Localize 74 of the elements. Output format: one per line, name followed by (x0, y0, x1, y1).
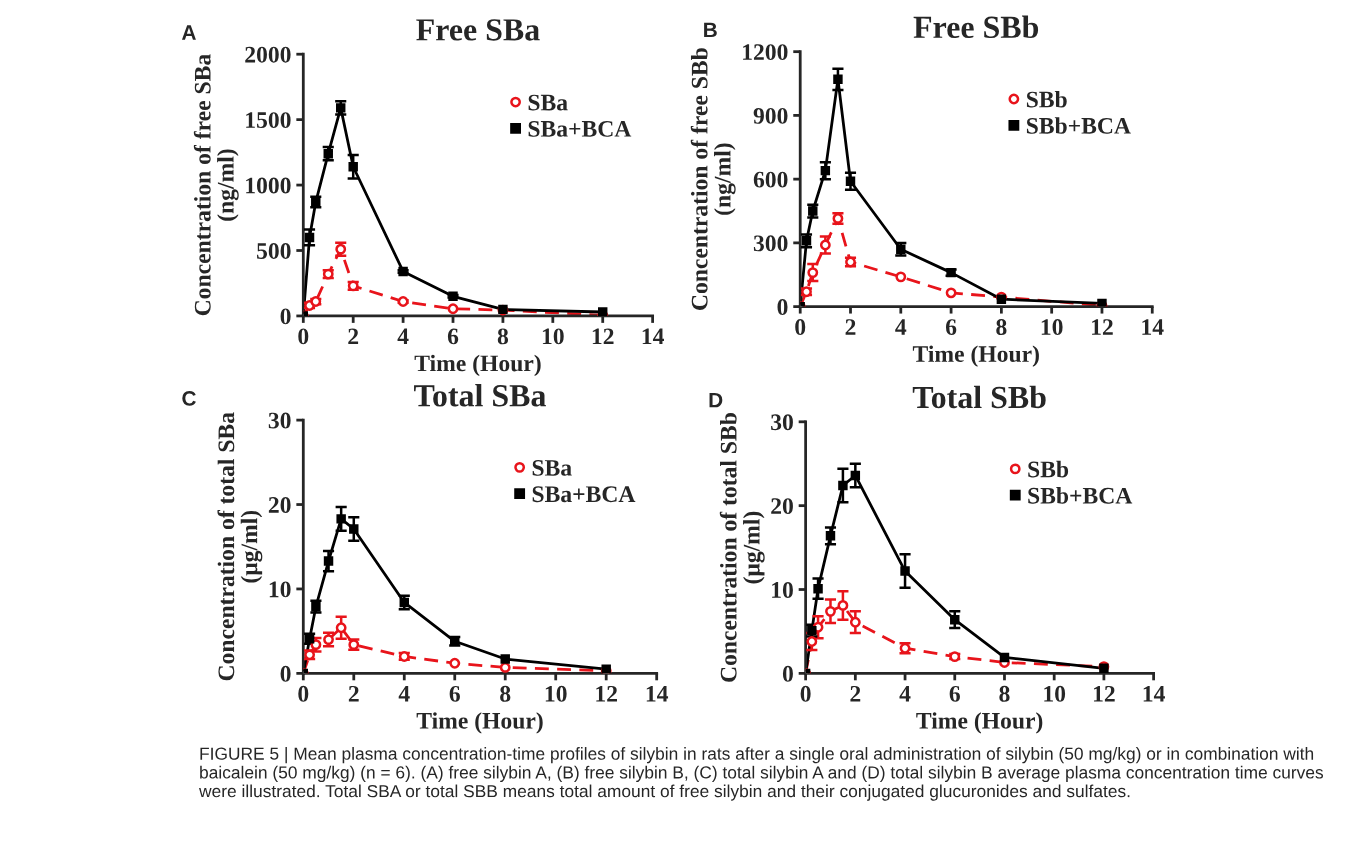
y-tick-label: 20 (268, 497, 291, 513)
y-tick-label: 30 (771, 414, 793, 431)
x-tick-label: 0 (800, 685, 811, 702)
legend-label: SBb+BCA (1026, 117, 1131, 134)
x-tick-label: 14 (1143, 685, 1165, 702)
x-tick-label: 4 (895, 319, 907, 335)
y-tick-label: 30 (268, 412, 291, 429)
legend-label: SBa+BCA (532, 486, 636, 503)
legend-label: SBb (1028, 460, 1069, 478)
x-tick-label: 0 (795, 319, 806, 336)
x-tick-label: 12 (1092, 319, 1113, 335)
x-tick-label: 2 (348, 328, 359, 345)
x-tick-label: 12 (592, 328, 614, 345)
y-tick-label: 0 (280, 665, 291, 682)
x-tick-label: 12 (1093, 685, 1115, 702)
x-tick-label: 0 (298, 685, 309, 702)
chart-title: Free SBb (913, 15, 1039, 39)
x-tick-label: 12 (596, 685, 617, 702)
x-tick-label: 6 (949, 685, 960, 702)
x-tick-label: 4 (397, 328, 409, 345)
x-tick-label: 2 (348, 685, 359, 702)
text: D (709, 392, 723, 408)
text: A (181, 25, 196, 40)
legend-label: SBa (528, 94, 568, 111)
text: C (182, 391, 196, 406)
x-tick-label: 2 (845, 319, 856, 335)
y-tick-label: 1500 (246, 112, 291, 129)
x-tick-label: 10 (542, 328, 564, 345)
chart-title: Total SBb (912, 385, 1046, 409)
chart-title: Free SBa (416, 19, 540, 41)
y-tick-label: 1000 (246, 177, 291, 194)
legend-label: SBa (532, 459, 572, 476)
y-tick-label: 20 (771, 498, 793, 515)
x-axis-title: Time (Hour) (416, 712, 543, 734)
x-tick-label: 8 (999, 685, 1010, 702)
x-tick-label: 2 (850, 685, 861, 702)
x-axis-title: Time (Hour) (916, 712, 1043, 734)
y-tick-label: 1200 (743, 44, 788, 61)
x-tick-label: 4 (899, 686, 911, 702)
y-axis-title: Concentration of total SBb (μg/ml) (719, 413, 765, 682)
x-tick-label: 6 (447, 328, 459, 345)
legend-label: SBb (1026, 90, 1067, 108)
y-tick-label: 300 (753, 235, 788, 252)
y-tick-label: 10 (269, 581, 291, 598)
x-tick-label: 0 (298, 328, 309, 345)
x-tick-label: 14 (1142, 319, 1164, 335)
legend-label: SBa+BCA (528, 120, 632, 137)
chart-title: Total SBa (414, 384, 546, 407)
x-tick-label: 6 (945, 319, 957, 336)
x-tick-label: 14 (642, 328, 664, 345)
text: B (704, 22, 717, 38)
x-tick-label: 10 (1041, 319, 1063, 336)
y-axis-title: Concentration of total SBa (μg/ml) (217, 412, 263, 681)
x-tick-label: 14 (646, 685, 669, 702)
x-axis-title: Time (Hour) (912, 345, 1039, 367)
x-axis-title: Time (Hour) (414, 354, 541, 377)
x-tick-label: 8 (497, 328, 509, 345)
y-tick-label: 2000 (245, 46, 291, 63)
x-tick-label: 8 (500, 685, 511, 702)
x-tick-label: 4 (398, 686, 410, 702)
y-tick-label: 600 (753, 171, 788, 188)
y-tick-label: 500 (257, 242, 291, 259)
x-tick-label: 10 (1044, 685, 1066, 702)
y-tick-label: 900 (753, 107, 788, 124)
y-tick-label: 0 (777, 299, 788, 316)
caption: FIGURE 5 | Mean plasma concentration-time profiles of silybin in rats after a single oral administration of silybin (50 mg/kg) or in combination with baicalein (50 mg/kg) (n = 6). (A) free silybin A, (B) free silybin B, (C) total silybin A and (D) total silybin B average plasma concentration time curves were illustrated. Total SBA or total SBB means total amount of free silybin and their conjugated glucuronides and sulfates. (199, 747, 1324, 801)
x-tick-label: 6 (449, 685, 460, 702)
x-tick-label: 8 (996, 319, 1007, 336)
y-tick-label: 10 (772, 582, 793, 598)
legend-label: SBb+BCA (1028, 487, 1133, 504)
y-axis-title: Concentration of free SBa (ng/ml) (193, 54, 239, 316)
x-tick-label: 10 (545, 685, 567, 702)
y-tick-label: 0 (782, 665, 793, 682)
y-axis-title: Concentration of free SBb (ng/ml) (690, 48, 736, 310)
